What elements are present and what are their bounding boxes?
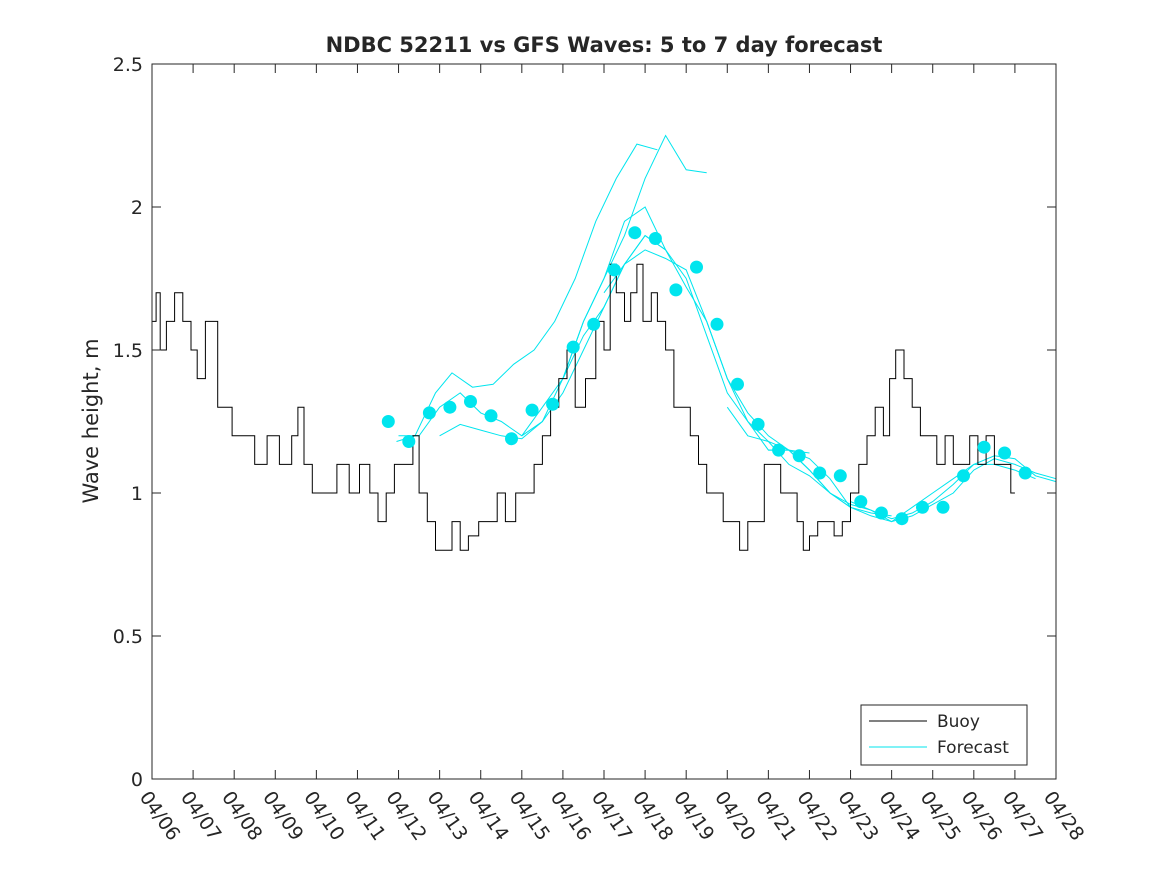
forecast-marker [464, 395, 477, 408]
forecast-marker [957, 469, 970, 483]
legend-box [860, 704, 1028, 766]
forecast-marker [422, 406, 436, 420]
y-tick-label: 1 [131, 483, 143, 505]
forecast-marker [833, 469, 847, 483]
forecast-marker [895, 512, 909, 526]
forecast-marker [772, 443, 786, 457]
forecast-marker [792, 449, 806, 463]
forecast-marker [751, 417, 765, 431]
y-tick-label: 1.5 [113, 340, 143, 362]
legend-forecast-label: Forecast [937, 738, 1009, 758]
forecast-marker [854, 495, 868, 509]
forecast-marker [505, 432, 518, 446]
forecast-marker [874, 506, 888, 520]
forecast-marker [381, 415, 395, 428]
forecast-marker [607, 263, 621, 277]
forecast-marker [977, 440, 991, 454]
plot-area [152, 64, 1056, 779]
forecast-marker [525, 403, 539, 417]
legend: Buoy Forecast [860, 704, 1028, 766]
forecast-marker [546, 397, 560, 411]
forecast-marker [443, 400, 457, 414]
forecast-marker [731, 377, 744, 391]
chart-title: NDBC 52211 vs GFS Waves: 5 to 7 day fore… [326, 33, 883, 57]
forecast-marker [566, 340, 580, 354]
forecast-run-line [398, 206, 667, 437]
forecast-marker [402, 435, 416, 448]
y-tick-label: 0.5 [113, 626, 143, 648]
forecast-marker [587, 317, 601, 331]
series-layer [152, 134, 1057, 551]
y-axis-label: Wave height, m [79, 338, 103, 503]
forecast-marker [628, 226, 642, 240]
forecast-run-line [396, 143, 658, 442]
forecast-marker [484, 409, 498, 423]
y-tick-label: 0 [131, 769, 143, 791]
forecast-marker [998, 446, 1012, 460]
y-tick-label: 2.5 [113, 54, 143, 76]
forecast-marker [690, 260, 703, 274]
forecast-marker [936, 500, 950, 514]
forecast-marker [648, 232, 662, 245]
y-tick-label: 2 [131, 197, 143, 219]
forecast-marker [813, 466, 827, 480]
buoy-line [152, 263, 1015, 551]
forecast-marker [710, 317, 724, 331]
legend-buoy-label: Buoy [937, 712, 980, 732]
forecast-marker [916, 500, 929, 514]
forecast-marker [1018, 466, 1032, 480]
forecast-marker [669, 283, 683, 297]
